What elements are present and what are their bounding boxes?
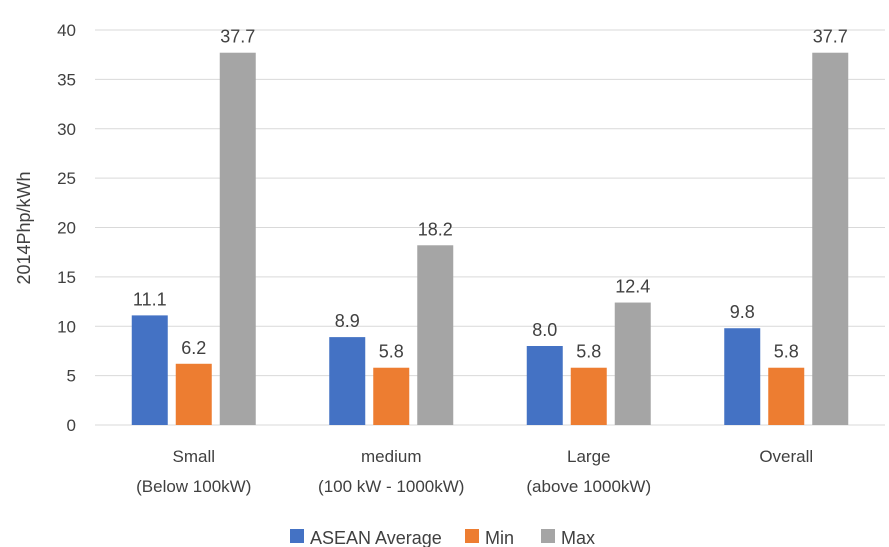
- bar: [570, 367, 607, 425]
- x-axis-categories: Small (Below 100kW) medium (100 kW - 1000kW…: [136, 447, 813, 496]
- data-label: 9.8: [730, 302, 755, 322]
- y-tick-label: 10: [57, 317, 76, 336]
- bar: [417, 245, 454, 425]
- data-label: 11.1: [133, 289, 167, 309]
- y-tick-label: 35: [57, 70, 76, 89]
- bar: [131, 315, 168, 425]
- legend-label: Max: [561, 528, 595, 547]
- x-tick-label: (100 kW - 1000kW): [318, 477, 464, 496]
- data-label: 6.2: [181, 338, 206, 358]
- bars: [131, 52, 849, 426]
- bar: [329, 337, 366, 425]
- x-tick-label: Small: [172, 447, 215, 466]
- data-label: 8.0: [532, 320, 557, 340]
- y-tick-label: 20: [57, 219, 76, 238]
- data-label: 18.2: [418, 219, 453, 239]
- bar: [724, 328, 761, 425]
- gridlines: [95, 29, 885, 426]
- data-label: 5.8: [576, 342, 601, 362]
- bar: [373, 367, 410, 425]
- data-label: 37.7: [813, 27, 848, 47]
- data-label: 12.4: [615, 277, 650, 297]
- legend-label: ASEAN Average: [310, 528, 442, 547]
- legend: ASEAN Average Min Max: [290, 528, 595, 547]
- x-tick-label: (above 1000kW): [526, 477, 651, 496]
- legend-label: Min: [485, 528, 514, 547]
- bar: [768, 367, 805, 425]
- y-axis-label: 2014Php/kWh: [14, 171, 34, 284]
- y-tick-label: 40: [57, 21, 76, 40]
- data-label: 5.8: [774, 342, 799, 362]
- bar: [175, 363, 212, 425]
- data-label: 8.9: [335, 311, 360, 331]
- x-tick-label: (Below 100kW): [136, 477, 251, 496]
- legend-swatch: [465, 529, 479, 543]
- y-tick-label: 0: [67, 416, 76, 435]
- bar: [219, 52, 256, 426]
- legend-swatch: [290, 529, 304, 543]
- data-label: 37.7: [220, 27, 255, 47]
- y-tick-label: 15: [57, 268, 76, 287]
- x-tick-label: medium: [361, 447, 421, 466]
- bar: [526, 346, 563, 425]
- legend-swatch: [541, 529, 555, 543]
- bar: [614, 302, 651, 425]
- x-tick-label: Overall: [759, 447, 813, 466]
- bar: [812, 52, 849, 426]
- data-labels: 11.1 6.2 37.7 8.9 5.8 18.2 8.0 5.8 12.4 9.8 5.8 37.…: [133, 27, 848, 362]
- y-tick-label: 25: [57, 169, 76, 188]
- y-tick-label: 5: [67, 367, 76, 386]
- y-tick-label: 30: [57, 120, 76, 139]
- y-axis-ticks: 0 5 10 15 20 25 30 35 40: [57, 21, 76, 435]
- x-tick-label: Large: [567, 447, 610, 466]
- data-label: 5.8: [379, 342, 404, 362]
